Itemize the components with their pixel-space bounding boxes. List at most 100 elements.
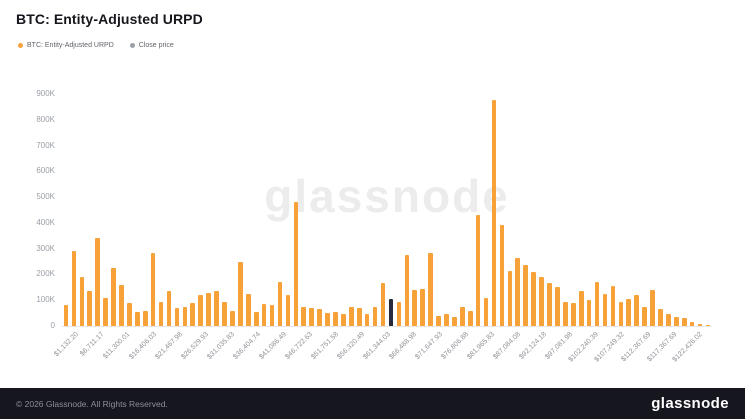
bar — [142, 310, 148, 326]
bar — [380, 283, 386, 326]
legend-dot-gray-icon — [129, 43, 135, 48]
bar — [578, 291, 584, 326]
bar — [475, 215, 481, 326]
bar — [515, 257, 521, 326]
chart-plot-area[interactable]: glassnode 0 100K 200K 300K 400K 500K 600K 700K 8… — [36, 90, 712, 330]
bar — [317, 309, 322, 326]
bar — [642, 306, 647, 326]
bar — [301, 306, 307, 326]
bar — [420, 288, 425, 326]
glassnode-watermark: glassnode — [264, 170, 510, 223]
bar — [396, 301, 402, 326]
bar — [269, 305, 275, 326]
y-axis-tick-label: 800K — [36, 114, 55, 124]
bar — [364, 314, 370, 326]
bar — [610, 286, 616, 326]
bar — [507, 270, 513, 326]
x-axis-labels: $1,132.20 $6,711.17 $11,300.01 $16,406.03 $2… — [53, 328, 712, 384]
bar — [404, 255, 410, 326]
bar — [594, 282, 600, 326]
bar — [182, 306, 188, 326]
bar — [87, 291, 93, 326]
y-axis-tick-label: 600K — [36, 166, 55, 176]
bar — [198, 295, 203, 326]
bar — [63, 305, 69, 326]
bar — [483, 297, 489, 326]
bar — [428, 252, 433, 326]
x-axis-tick-label: $46,722.63 — [284, 331, 314, 361]
bar — [238, 261, 243, 326]
bar — [372, 306, 378, 326]
bar — [658, 309, 663, 326]
legend-label-urpd: BTC: Entity-Adjusted URPD — [27, 42, 114, 49]
bar — [689, 322, 695, 326]
bar — [674, 316, 679, 326]
chart-legend: BTC: Entity-Adjusted URPD Close price — [18, 42, 174, 49]
bar — [452, 316, 457, 326]
bar — [570, 302, 576, 326]
y-axis-tick-label: 200K — [36, 269, 55, 279]
bar — [460, 306, 465, 326]
bar — [230, 310, 235, 326]
bar — [79, 277, 85, 326]
x-axis-tick-label: $51,751.58 — [310, 331, 340, 361]
bar — [523, 265, 528, 326]
bar — [563, 301, 568, 326]
y-axis-tick-label: 300K — [36, 243, 55, 253]
x-axis-tick-label: $16,406.03 — [128, 331, 158, 361]
bar — [650, 289, 655, 326]
legend-item-urpd[interactable]: BTC: Entity-Adjusted URPD — [18, 42, 114, 49]
bar — [150, 252, 156, 326]
bar — [119, 284, 124, 326]
y-axis-tick-label: 900K — [36, 89, 55, 98]
bar — [111, 268, 116, 326]
bar — [586, 300, 592, 326]
bar — [245, 293, 251, 326]
bar — [539, 277, 544, 326]
y-axis-tick-label: 100K — [36, 295, 55, 305]
x-axis-tick-label: $56,320.49 — [336, 331, 366, 361]
legend-label-price: Close price — [138, 42, 174, 49]
bar — [602, 293, 608, 326]
bar — [293, 202, 299, 326]
y-axis-tick-label: 500K — [36, 192, 55, 202]
bar — [666, 314, 671, 326]
bar — [277, 282, 283, 326]
bar — [697, 323, 703, 326]
bar — [436, 315, 441, 326]
bar — [261, 304, 267, 326]
bar — [705, 324, 711, 326]
bar — [158, 301, 164, 326]
bar — [412, 289, 418, 326]
bar — [555, 287, 560, 326]
x-axis-tick-label: $26,529.93 — [180, 331, 210, 361]
page-title: BTC: Entity-Adjusted URPD — [16, 11, 203, 27]
bar — [333, 311, 338, 326]
bar — [222, 301, 227, 326]
bar — [325, 313, 330, 326]
bar — [634, 295, 639, 326]
y-axis-tick-label: 400K — [36, 217, 55, 227]
bar — [127, 302, 132, 326]
bar-current-price-bucket — [388, 298, 394, 326]
glassnode-logo: glassnode — [651, 395, 729, 412]
urpd-bar-chart: glassnode 0 100K 200K 300K 400K 500K 600K 700K 8… — [0, 64, 745, 364]
x-axis-tick-label: $76,806.88 — [440, 331, 470, 361]
bar — [190, 302, 196, 326]
bar — [467, 310, 473, 326]
bar — [341, 314, 346, 326]
bar — [531, 271, 536, 326]
bar — [349, 306, 354, 326]
bar — [547, 283, 552, 326]
bar — [681, 318, 687, 326]
bar — [206, 292, 211, 326]
x-axis-tick-label: $87,084.08 — [492, 331, 522, 361]
bar — [618, 301, 624, 326]
x-axis-tick-label: $31,035.83 — [206, 331, 236, 361]
x-axis-tick-label: $21,467.98 — [154, 331, 184, 361]
legend-item-price[interactable]: Close price — [129, 42, 174, 49]
bar — [491, 100, 497, 326]
x-axis-tick-label: $81,965.83 — [466, 331, 496, 361]
bar — [214, 291, 219, 326]
